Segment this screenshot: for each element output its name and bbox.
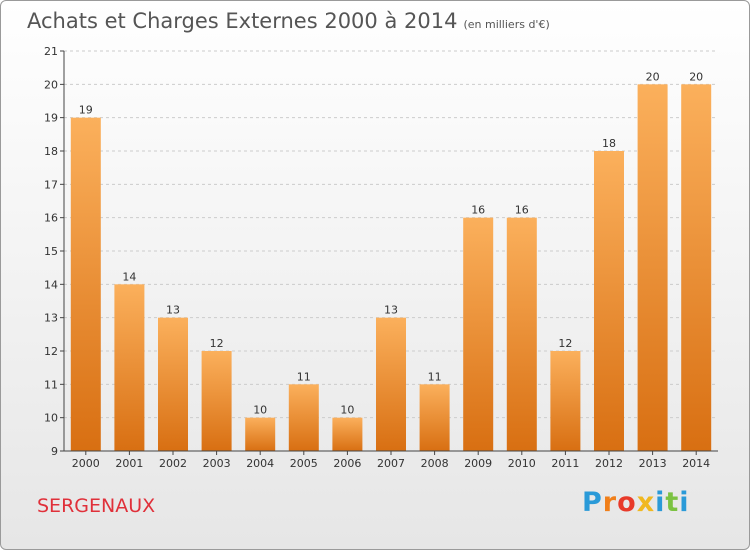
x-tick-label: 2001 xyxy=(115,457,143,470)
bar-value-label: 20 xyxy=(689,70,703,83)
y-tick-label: 20 xyxy=(44,78,58,91)
logo-letter: i xyxy=(679,487,690,518)
bar xyxy=(332,417,363,451)
chart-title-text: Achats et Charges Externes 2000 à 2014 xyxy=(27,9,458,33)
y-tick-label: 9 xyxy=(51,445,58,458)
x-tick-label: 2006 xyxy=(333,457,361,470)
bar-value-label: 13 xyxy=(384,304,398,317)
x-tick-label: 2009 xyxy=(464,457,492,470)
bars xyxy=(70,84,712,452)
x-tick-label: 2011 xyxy=(551,457,579,470)
y-tick-label: 15 xyxy=(44,245,58,258)
x-tick-label: 2013 xyxy=(639,457,667,470)
bar-value-label: 14 xyxy=(122,270,136,283)
logo-letter: r xyxy=(602,487,618,518)
logo-letter: t xyxy=(665,487,680,518)
logo-letter: P xyxy=(582,487,603,518)
y-tick-label: 13 xyxy=(44,312,58,325)
bar xyxy=(158,317,188,451)
y-tick-label: 18 xyxy=(44,145,58,158)
bar xyxy=(506,217,537,451)
y-tick-label: 10 xyxy=(44,412,58,425)
x-tick-label: 2002 xyxy=(159,457,187,470)
bar-value-label: 11 xyxy=(428,370,442,383)
bar-value-label: 16 xyxy=(515,204,529,217)
bar-value-label: 10 xyxy=(340,404,354,417)
x-tick-label: 2000 xyxy=(72,457,100,470)
bar xyxy=(550,351,581,451)
commune-name: SERGENAUX xyxy=(37,495,156,517)
y-tick-label: 17 xyxy=(44,178,58,191)
bar xyxy=(681,84,712,451)
logo-letter: o xyxy=(617,487,637,518)
bar xyxy=(637,84,668,451)
bar-value-label: 12 xyxy=(210,337,224,350)
x-tick-label: 2010 xyxy=(508,457,536,470)
bar-value-label: 20 xyxy=(646,70,660,83)
x-tick-label: 2007 xyxy=(377,457,405,470)
bar-value-label: 13 xyxy=(166,304,180,317)
bar-value-label: 12 xyxy=(558,337,572,350)
bar xyxy=(594,151,624,451)
y-tick-label: 19 xyxy=(44,112,58,125)
bar xyxy=(201,351,232,451)
bar-value-label: 18 xyxy=(602,137,616,150)
chart-title: Achats et Charges Externes 2000 à 2014 (e… xyxy=(27,9,550,33)
x-tick-label: 2008 xyxy=(421,457,449,470)
chart-subtitle: (en milliers d'€) xyxy=(463,18,550,31)
y-tick-label: 11 xyxy=(44,378,58,391)
bar-value-label: 11 xyxy=(297,370,311,383)
x-tick-label: 2003 xyxy=(203,457,231,470)
bar xyxy=(70,117,101,452)
logo-letter: i xyxy=(655,487,666,518)
axes xyxy=(60,50,718,455)
bar xyxy=(288,384,319,451)
bar xyxy=(463,217,494,451)
x-tick-label: 2014 xyxy=(682,457,710,470)
bar xyxy=(114,284,145,451)
bar xyxy=(245,417,276,451)
bar xyxy=(419,384,450,451)
bar-value-label: 16 xyxy=(471,204,485,217)
logo-letter: x xyxy=(636,487,656,518)
bar-value-label: 10 xyxy=(253,404,267,417)
labels: 9 10 11 12 13 14 15 16 17 18 19 20 21 19 2000 14 2001 13 2… xyxy=(44,45,710,470)
y-tick-label: 21 xyxy=(44,45,58,58)
y-tick-label: 14 xyxy=(44,278,58,291)
y-tick-label: 16 xyxy=(44,212,58,225)
x-tick-label: 2005 xyxy=(290,457,318,470)
bar-value-label: 19 xyxy=(79,104,93,117)
x-tick-label: 2012 xyxy=(595,457,623,470)
y-tick-label: 12 xyxy=(44,345,58,358)
bar xyxy=(376,317,406,451)
x-tick-label: 2004 xyxy=(246,457,274,470)
proxiti-logo: Proxiti xyxy=(582,487,690,518)
